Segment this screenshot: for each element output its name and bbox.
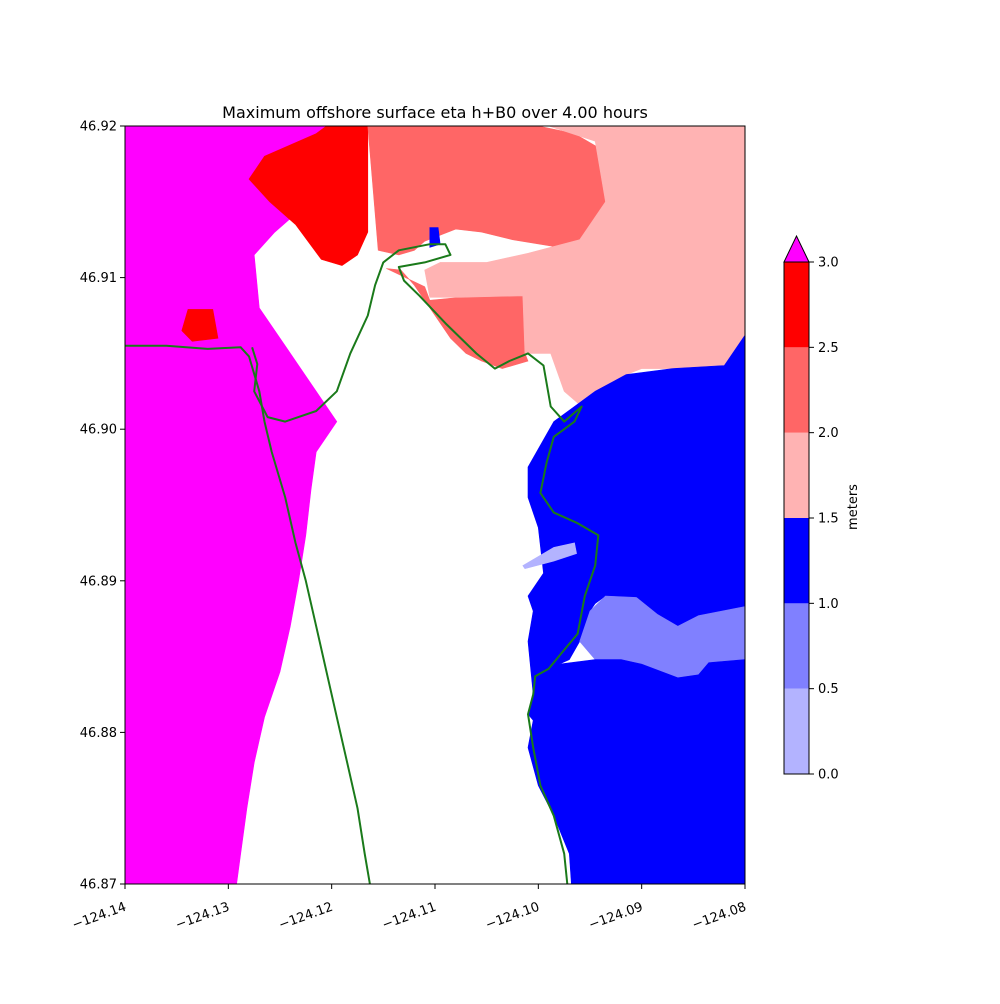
x-tick-label: −124.13 bbox=[174, 900, 232, 933]
colorbar-tick-label: 2.5 bbox=[818, 341, 839, 356]
region-island-0-0.5 bbox=[522, 542, 577, 570]
y-tick-label: 46.89 bbox=[80, 574, 117, 589]
x-axis: −124.14 −124.13 −124.12 −124.11 −124.10 −124.… bbox=[70, 884, 748, 933]
chart-title: Maximum offshore surface eta h+B0 over 4… bbox=[222, 103, 648, 122]
colorbar-swatch bbox=[784, 347, 809, 433]
surface-eta-fill bbox=[125, 126, 745, 884]
x-tick-label: −124.14 bbox=[70, 900, 128, 933]
x-tick-label: −124.08 bbox=[690, 900, 748, 933]
coastline bbox=[125, 243, 600, 884]
y-tick-label: 46.88 bbox=[80, 726, 117, 741]
colorbar-tick-label: 0.0 bbox=[818, 768, 839, 783]
colorbar-swatch bbox=[784, 603, 809, 689]
x-tick-label: −124.11 bbox=[380, 900, 438, 933]
region-patch-west bbox=[181, 309, 219, 342]
y-tick-label: 46.90 bbox=[80, 423, 117, 438]
x-tick-label: −124.12 bbox=[277, 900, 335, 933]
region-north-2-2.5 bbox=[367, 126, 612, 256]
y-tick-label: 46.87 bbox=[80, 878, 117, 893]
colorbar-tick-label: 3.0 bbox=[818, 256, 839, 271]
y-tick-label: 46.92 bbox=[80, 120, 117, 135]
coastline-segment-1 bbox=[125, 344, 371, 884]
colorbar-tick-label: 1.5 bbox=[818, 512, 839, 527]
region-west-spit-max bbox=[248, 126, 369, 266]
colorbar-tick-label: 1.0 bbox=[818, 597, 839, 612]
colorbar-tick-label: 2.0 bbox=[818, 426, 839, 441]
region-bay-entrance-2-2.5 bbox=[386, 268, 529, 369]
colorbar-swatch bbox=[784, 688, 809, 774]
colorbar-swatch bbox=[784, 518, 809, 604]
x-tick-label: −124.09 bbox=[587, 900, 645, 933]
y-tick-label: 46.91 bbox=[80, 271, 117, 286]
colorbar-swatch bbox=[784, 262, 809, 348]
colorbar-swatch bbox=[784, 432, 809, 518]
colorbar: 0.0 0.5 1.0 1.5 2.0 2.5 3.0 bbox=[783, 234, 839, 783]
x-tick-label: −124.10 bbox=[484, 900, 542, 933]
colorbar-label: meters bbox=[846, 484, 861, 530]
coastline-segment-2 bbox=[251, 243, 600, 884]
colorbar-tick-label: 0.5 bbox=[818, 682, 839, 697]
y-axis: 46.87 46.88 46.89 46.90 46.91 46.92 bbox=[80, 120, 125, 893]
colorbar-extend-triangle bbox=[783, 234, 810, 263]
